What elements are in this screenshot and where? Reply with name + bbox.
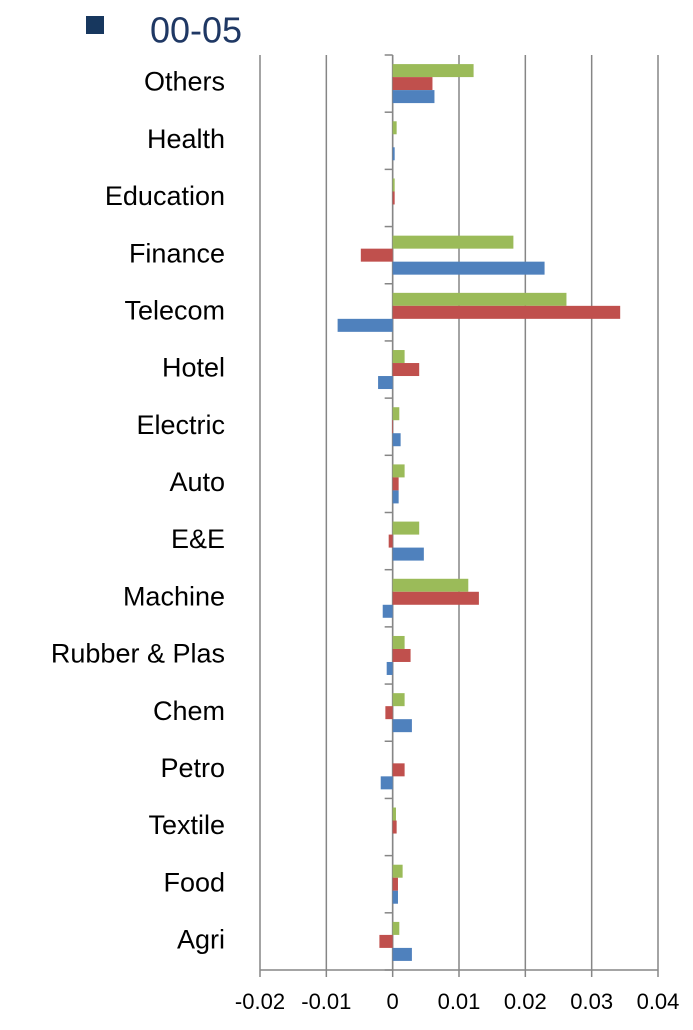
- y-tick-label: Food: [163, 867, 225, 897]
- x-tick-label: -0.02: [235, 989, 285, 1014]
- bar: [392, 877, 398, 891]
- bar: [392, 807, 396, 821]
- bar: [392, 433, 401, 447]
- title-bullet: [86, 16, 104, 34]
- y-tick-label: Petro: [160, 753, 225, 783]
- bar: [392, 921, 400, 935]
- bar: [392, 178, 395, 192]
- bar: [388, 534, 393, 548]
- bar: [392, 578, 469, 592]
- bar: [392, 763, 405, 777]
- x-tick-label: 0.04: [637, 989, 680, 1014]
- bar: [392, 363, 420, 377]
- bar: [392, 648, 411, 662]
- bar: [392, 890, 398, 904]
- bar: [392, 591, 479, 605]
- bar: [385, 706, 393, 720]
- y-tick-label: Electric: [136, 410, 225, 440]
- x-tick-label: 0: [387, 989, 399, 1014]
- bar: [392, 820, 397, 834]
- bar: [392, 64, 474, 78]
- y-tick-label: Chem: [153, 696, 225, 726]
- bar: [392, 407, 400, 421]
- bar: [392, 490, 399, 504]
- y-tick-label: Rubber & Plas: [51, 639, 225, 669]
- bar: [382, 604, 393, 618]
- y-tick-label: Finance: [129, 238, 225, 268]
- bar: [392, 635, 405, 649]
- bar: [392, 235, 514, 249]
- bar: [392, 693, 405, 707]
- y-tick-label: Agri: [177, 925, 225, 955]
- bar: [392, 420, 393, 434]
- bar: [392, 521, 420, 535]
- bar: [392, 864, 403, 878]
- y-tick-label: Education: [105, 181, 225, 211]
- y-tick-label: Telecom: [124, 295, 225, 325]
- bar: [392, 191, 395, 205]
- x-tick-label: 0.02: [504, 989, 547, 1014]
- bar: [392, 947, 412, 961]
- y-tick-label: Health: [147, 124, 225, 154]
- y-tick-label: Hotel: [162, 353, 225, 383]
- bar: [386, 661, 393, 675]
- y-tick-label: Textile: [148, 810, 225, 840]
- bar: [380, 776, 393, 790]
- bar: [392, 547, 424, 561]
- y-tick-label: E&E: [171, 524, 225, 554]
- bar: [392, 90, 435, 104]
- x-tick-label: -0.01: [301, 989, 351, 1014]
- y-tick-label: Auto: [169, 467, 225, 497]
- bar: [392, 305, 621, 319]
- bar: [360, 248, 393, 262]
- bar: [392, 147, 395, 161]
- bar: [392, 292, 567, 306]
- x-tick-label: 0.03: [570, 989, 613, 1014]
- x-tick-label: 0.01: [438, 989, 481, 1014]
- bar: [392, 261, 545, 275]
- y-tick-label: Others: [144, 67, 225, 97]
- bar: [378, 376, 393, 390]
- y-tick-label: Machine: [123, 581, 225, 611]
- bar: [337, 318, 393, 332]
- chart-title: 00-05: [150, 10, 242, 51]
- bar: [392, 121, 397, 135]
- bar: [379, 934, 393, 948]
- bar: [392, 464, 405, 478]
- bar: [392, 477, 399, 491]
- bar: [392, 719, 412, 733]
- bar: [392, 77, 433, 91]
- bar: [392, 350, 405, 364]
